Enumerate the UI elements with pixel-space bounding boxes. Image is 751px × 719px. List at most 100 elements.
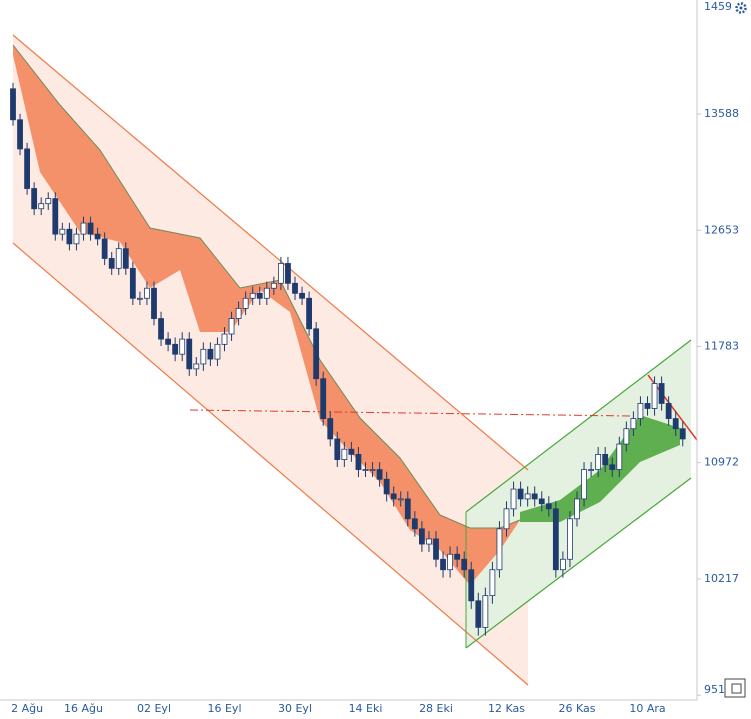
candle-body <box>426 538 432 545</box>
candle-body <box>440 558 446 571</box>
candle-body <box>45 198 52 205</box>
candle-body <box>200 348 207 365</box>
candle-body <box>447 553 454 571</box>
gear <box>735 2 747 14</box>
x-tick-label: 14 Eki <box>349 702 383 715</box>
candle-body <box>538 498 545 505</box>
candle-body <box>531 493 538 500</box>
candle-body <box>31 188 38 210</box>
candle-body <box>411 518 418 530</box>
x-tick-label: 26 Kas <box>559 702 596 715</box>
candle-body <box>560 558 566 571</box>
candle-body <box>496 528 503 571</box>
candle-body <box>574 498 580 520</box>
candle-body <box>475 600 482 628</box>
candle-body <box>101 238 108 259</box>
candle-body <box>24 148 31 189</box>
y-tick-label: 10972 <box>704 456 739 469</box>
candle-body <box>524 493 531 500</box>
gear-center <box>739 6 743 10</box>
candle-body <box>327 418 334 440</box>
candle-body <box>151 287 157 319</box>
candle-body <box>214 343 221 360</box>
candle-body <box>334 438 341 460</box>
x-tick-label: 30 Eyl <box>278 702 312 715</box>
candle-body <box>242 297 249 309</box>
x-tick-label: 28 Eki <box>419 702 453 715</box>
candle-body <box>489 569 496 597</box>
y-tick-label: 11783 <box>704 339 739 352</box>
candle-body <box>122 248 129 269</box>
y-tick-label: 10217 <box>704 572 739 585</box>
candle-body <box>672 418 679 430</box>
ma-band-down <box>13 45 520 585</box>
x-tick-label: 16 Eyl <box>207 702 241 715</box>
settings-icon[interactable] <box>731 0 749 18</box>
candle-body <box>658 383 665 404</box>
candle-body <box>651 383 658 409</box>
candle-body <box>510 488 517 510</box>
candle-body <box>115 248 122 269</box>
candle-body <box>108 258 115 269</box>
up-channel-lower <box>465 477 692 649</box>
down-channel-lower <box>12 242 529 686</box>
candle-body <box>390 493 397 500</box>
candle-body <box>87 222 94 235</box>
candle-body <box>454 553 461 560</box>
candle-body <box>623 428 630 445</box>
expand-inner <box>731 683 742 694</box>
candle-body <box>263 287 270 299</box>
candle-body <box>355 453 362 470</box>
candle-body <box>348 448 355 455</box>
candle-body <box>588 469 594 471</box>
candle-body <box>306 297 313 330</box>
y-tick-label: 14592 <box>704 0 739 13</box>
down-channel-upper <box>12 34 529 471</box>
candle-body <box>665 403 672 419</box>
candle-body <box>66 228 73 245</box>
candle-body <box>313 328 320 380</box>
candle-body <box>292 282 298 294</box>
candle-body <box>235 307 242 319</box>
candle-body <box>270 282 277 289</box>
candle-body <box>179 338 186 355</box>
candle-body <box>285 263 291 284</box>
candle-body <box>17 119 23 150</box>
candle-body <box>552 508 559 571</box>
candle-body <box>52 198 59 235</box>
candle-body <box>193 363 200 370</box>
candle-body <box>320 378 327 419</box>
candle-body <box>129 267 136 299</box>
candle-body <box>362 469 369 471</box>
candle-body <box>418 528 425 545</box>
ma-slow-line <box>12 44 521 529</box>
candle-body <box>299 292 305 299</box>
x-tick-label: 02 Eyl <box>137 702 171 715</box>
candle-body <box>136 297 143 300</box>
candle-body <box>581 469 587 500</box>
candle-body <box>165 338 172 345</box>
candle-body <box>383 478 390 495</box>
up-channel-upper <box>465 339 692 513</box>
candle-body <box>94 233 101 240</box>
candle-body <box>369 469 376 471</box>
candle-body <box>482 595 489 628</box>
x-tick-label: 12 Kas <box>488 702 525 715</box>
candle-body <box>595 453 602 470</box>
candle-body <box>433 538 439 560</box>
candle-body <box>172 343 179 355</box>
x-tick-label: 2 Ağu <box>11 702 43 715</box>
candle-body <box>644 403 651 409</box>
ma-band-up <box>520 415 680 522</box>
candle-body <box>517 488 524 500</box>
candle-body <box>545 503 552 510</box>
x-tick-label: 10 Ara <box>629 702 665 715</box>
candle-body <box>228 318 235 335</box>
candle-body <box>461 558 468 571</box>
resistance-line <box>189 409 631 417</box>
candle-body <box>59 228 66 235</box>
candle-body <box>158 318 164 340</box>
expand-icon[interactable] <box>724 678 748 700</box>
